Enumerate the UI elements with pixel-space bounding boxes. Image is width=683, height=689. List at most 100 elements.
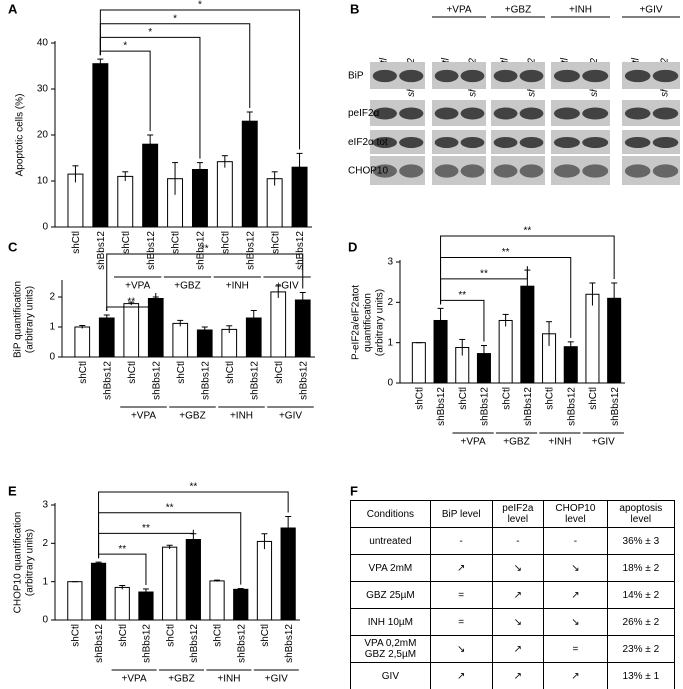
row-label: eIF2α tot xyxy=(348,137,388,148)
group-label: +VPA xyxy=(125,281,150,292)
significance-label: ** xyxy=(166,502,174,513)
table-cell: ↘ xyxy=(543,608,608,636)
y-tick-label: 0 xyxy=(387,378,393,389)
blot-band xyxy=(582,69,609,83)
table-cell: ↗ xyxy=(491,581,545,609)
x-tick-label: shCtl xyxy=(78,361,89,384)
table-cell: untreated xyxy=(350,527,431,555)
table-cell: GBZ 25µM xyxy=(350,581,431,609)
bar xyxy=(117,175,134,228)
blot-band xyxy=(553,69,580,83)
x-tick-label: shCtl xyxy=(118,624,129,647)
panel-label: E xyxy=(8,483,17,498)
y-tick-label: 20 xyxy=(37,130,49,141)
x-tick-label: shBbs12 xyxy=(436,387,447,426)
blot-band xyxy=(460,69,485,83)
y-tick-label: 2 xyxy=(49,292,55,303)
blot-band xyxy=(519,69,544,83)
group-label: +VPA xyxy=(461,437,486,448)
table-cell: 26% ± 2 xyxy=(606,608,676,636)
x-tick-label: shBbs12 xyxy=(610,387,621,426)
group-label: +INH xyxy=(548,437,571,448)
group-label: +INH xyxy=(217,674,240,685)
blot-band xyxy=(399,137,424,148)
x-tick-label: shBbs12 xyxy=(151,361,162,400)
bar xyxy=(142,143,159,228)
table-cell: = xyxy=(543,635,608,663)
blot-band xyxy=(519,137,544,148)
table-cell: INH 10µM xyxy=(350,608,431,636)
blot-band xyxy=(624,164,651,178)
table-cell: BiP level xyxy=(429,500,493,528)
group-label: +VPA xyxy=(122,674,147,685)
table-cell: ↘ xyxy=(543,554,608,582)
y-axis-label: (arbitrary units) xyxy=(25,529,36,596)
x-tick-label: shBbs12 xyxy=(298,361,309,400)
significance-label: * xyxy=(173,13,177,24)
table-cell: ↘ xyxy=(491,554,545,582)
bar xyxy=(98,317,115,358)
x-tick-label: shBbs12 xyxy=(245,231,256,270)
blot-band xyxy=(399,164,424,178)
x-tick-label: shBbs12 xyxy=(94,624,105,663)
y-tick-label: 1 xyxy=(42,576,48,587)
y-tick-label: 0 xyxy=(49,352,55,363)
blot-band xyxy=(399,69,424,83)
group-label: +INH xyxy=(226,281,249,292)
group-label: +GIV xyxy=(265,674,288,685)
y-tick-label: 1 xyxy=(387,337,393,348)
x-tick-label: shCtl xyxy=(171,231,182,254)
bar xyxy=(196,329,213,358)
blot-band xyxy=(582,137,609,148)
blot-band xyxy=(582,164,609,178)
table-cell: - xyxy=(543,527,608,555)
significance-label: ** xyxy=(127,297,135,308)
group-label: +VPA xyxy=(446,5,471,16)
table-cell: ↗ xyxy=(543,581,608,609)
table-cell: 14% ± 2 xyxy=(606,581,676,609)
x-tick-label: shCtl xyxy=(121,231,132,254)
x-tick-label: shBbs12 xyxy=(284,624,295,663)
x-tick-label: shBbs12 xyxy=(96,231,107,270)
table-row: GIV ↗ ↗ ↗ 13% ± 1 xyxy=(350,662,676,689)
bar xyxy=(221,328,238,358)
table-cell: CHOP10 level xyxy=(543,500,608,528)
table-cell: GIV xyxy=(350,662,431,689)
x-tick-label: shCtl xyxy=(270,231,281,254)
blot-band xyxy=(493,164,518,178)
x-tick-label: shBbs12 xyxy=(146,231,157,270)
bar xyxy=(74,326,91,358)
blot-band xyxy=(519,107,544,120)
blot-band xyxy=(652,107,679,120)
group-label: +GBZ xyxy=(503,437,529,448)
bar xyxy=(162,546,178,621)
x-tick-label: shBbs12 xyxy=(102,361,113,400)
summary-table: Conditions BiP level peIF2a level CHOP10 le… xyxy=(350,500,676,689)
x-tick-label: shCtl xyxy=(588,387,599,410)
significance-bracket xyxy=(99,23,251,108)
y-tick-label: 2 xyxy=(387,297,393,308)
y-axis-label: (arbitrary units) xyxy=(375,289,386,356)
y-tick-label: 30 xyxy=(37,84,49,95)
table-cell: ↗ xyxy=(429,662,493,689)
panel-label: A xyxy=(8,1,18,16)
group-label: +INH xyxy=(230,411,253,422)
blot-band xyxy=(372,69,397,83)
panel-label: B xyxy=(350,1,359,16)
significance-bracket xyxy=(99,9,301,150)
x-tick-label: shCtl xyxy=(501,387,512,410)
panel-label: C xyxy=(8,239,18,254)
table-row: INH 10µM = ↘ ↘ 26% ± 2 xyxy=(350,608,676,636)
table-cell: = xyxy=(429,608,493,636)
y-tick-label: 0 xyxy=(42,222,48,233)
blot-band xyxy=(434,69,459,83)
bar xyxy=(233,588,249,621)
x-tick-label: shBbs12 xyxy=(189,624,200,663)
group-label: +GIV xyxy=(592,437,615,448)
x-tick-label: shCtl xyxy=(165,624,176,647)
table-header: Conditions BiP level peIF2a level CHOP10 le… xyxy=(350,500,676,528)
bar xyxy=(563,346,578,384)
y-tick-label: 3 xyxy=(42,500,48,511)
